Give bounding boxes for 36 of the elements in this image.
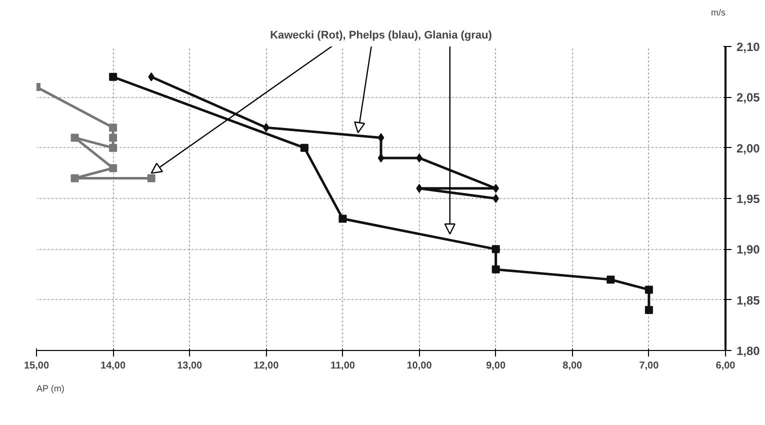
y-tick-label: 2,05 <box>736 90 760 105</box>
x-axis-title: AP (m) <box>36 384 64 394</box>
y-axis-title: m/s <box>711 8 726 18</box>
point <box>300 144 308 152</box>
point <box>492 245 500 254</box>
point <box>109 72 118 81</box>
point <box>492 194 499 203</box>
point <box>644 286 653 294</box>
x-tick-label: 9,00 <box>486 360 506 372</box>
y-tick-label: 2,00 <box>736 141 760 156</box>
y-tick-label: 1,90 <box>736 242 760 257</box>
point <box>70 174 79 182</box>
x-tick-label: 7,00 <box>639 360 660 372</box>
point <box>109 134 118 142</box>
x-tick-label: 8,00 <box>562 360 583 372</box>
y-tick-label: 1,95 <box>736 192 760 206</box>
x-tick-label: 12,00 <box>254 360 280 372</box>
point <box>338 214 347 223</box>
y-tick-label: 1,80 <box>736 344 760 358</box>
point <box>70 134 79 142</box>
x-tick-label: 11,00 <box>330 360 356 372</box>
y-tick-label: 1,85 <box>736 293 760 308</box>
y-tick-label: 2,10 <box>736 40 760 54</box>
chart-title: Kawecki (Rot), Phelps (blau), Glania (grau) <box>270 30 492 42</box>
x-tick-label: 6,00 <box>716 360 736 372</box>
point <box>492 265 500 274</box>
x-tick-label: 10,00 <box>406 360 432 372</box>
point <box>147 174 156 182</box>
x-tick-label: 14,00 <box>100 360 126 372</box>
point <box>109 144 118 152</box>
point <box>109 164 118 172</box>
point <box>109 124 118 132</box>
x-tick-label: 15,00 <box>24 360 50 372</box>
x-tick-label: 13,00 <box>177 360 203 372</box>
point <box>644 306 653 314</box>
point <box>606 276 615 284</box>
